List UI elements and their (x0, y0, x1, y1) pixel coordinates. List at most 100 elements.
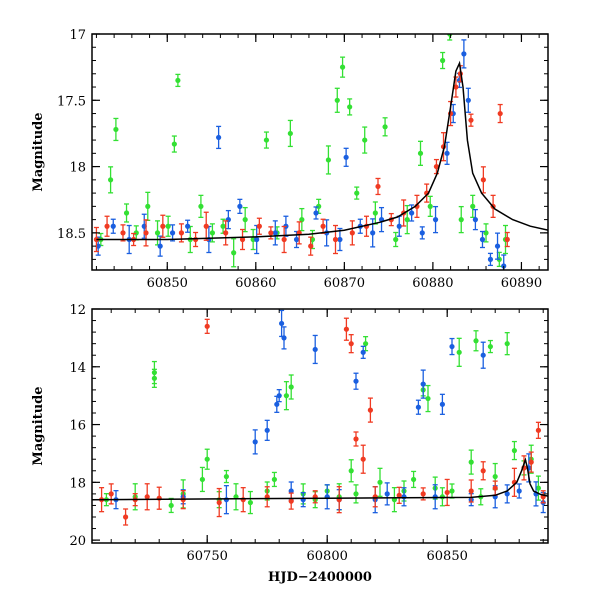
data-point (256, 223, 262, 229)
y-axis-title: Magnitude (31, 112, 46, 191)
data-point (354, 190, 360, 196)
data-point (316, 203, 322, 209)
data-point (470, 203, 476, 209)
x-tick-label: 60850 (147, 276, 188, 291)
data-point (377, 479, 383, 485)
data-point (254, 236, 260, 243)
data-point (185, 223, 191, 229)
data-point (288, 384, 294, 390)
data-point (216, 499, 222, 506)
data-point (360, 349, 366, 355)
y-axis-title: Magnitude (31, 386, 46, 465)
model-curve (92, 457, 548, 501)
data-point (480, 352, 486, 358)
data-point (154, 230, 161, 236)
data-point (343, 326, 349, 332)
data-point (417, 150, 424, 156)
data-point (178, 230, 185, 236)
data-point (240, 497, 246, 503)
data-point (237, 203, 243, 209)
data-point (192, 236, 199, 243)
data-point (223, 497, 229, 503)
data-point (444, 150, 450, 156)
y-tick-label: 17 (69, 28, 86, 43)
y-tick-label: 17.5 (57, 94, 86, 109)
data-point (334, 97, 340, 103)
data-point (432, 217, 439, 223)
data-point (209, 230, 216, 236)
data-point (239, 236, 246, 243)
top-panel: 60850 60860 60870 60880 60890 17 17.5 18 18.5 Mag… (31, 28, 549, 291)
data-point (168, 502, 174, 509)
data-point (449, 343, 455, 350)
data-point (299, 217, 305, 223)
data-point (473, 338, 479, 344)
data-point (133, 230, 139, 236)
data-point (281, 335, 287, 341)
data-point (439, 494, 445, 500)
data-point (468, 459, 474, 465)
data-point (268, 230, 274, 236)
data-point (511, 447, 517, 454)
data-point (444, 489, 450, 496)
data-point (456, 349, 462, 355)
data-point (113, 126, 119, 133)
series-green (103, 330, 542, 515)
data-point (487, 256, 494, 262)
y-tick-label: 20 (69, 534, 86, 549)
data-point (293, 236, 300, 243)
plot-area (92, 309, 548, 526)
x-tick-label: 60800 (307, 549, 348, 564)
data-point (360, 456, 366, 462)
data-point (465, 97, 471, 103)
data-point (145, 203, 151, 209)
data-point (276, 393, 282, 399)
data-point (401, 494, 407, 500)
data-point (231, 250, 237, 256)
data-point (440, 57, 446, 64)
data-point (175, 77, 181, 84)
data-point (343, 154, 349, 160)
data-point (432, 494, 438, 500)
data-point (313, 210, 319, 216)
bottom-panel: 60750 60800 60850 12 14 16 18 20 Magnitude HJD−24… (31, 303, 549, 585)
data-point (494, 243, 501, 249)
data-point (487, 343, 493, 350)
data-point (453, 84, 459, 90)
data-point (411, 476, 417, 483)
data-point (504, 236, 510, 243)
data-point (120, 230, 126, 236)
plot-frame (91, 33, 549, 271)
data-point (247, 499, 253, 506)
y-tick-label: 18 (69, 161, 86, 176)
data-point (404, 217, 410, 223)
y-tick-label: 16 (69, 419, 86, 434)
data-point (375, 183, 381, 190)
data-point (439, 401, 445, 407)
data-point (349, 230, 355, 236)
data-point (242, 217, 248, 223)
data-point (339, 64, 346, 70)
data-point (104, 223, 110, 229)
data-point (384, 491, 390, 497)
data-point (504, 341, 510, 347)
data-point (420, 491, 426, 497)
data-point (420, 381, 426, 387)
data-point (433, 163, 440, 170)
data-point (363, 341, 369, 347)
data-point (288, 498, 294, 504)
data-point (353, 378, 359, 384)
y-tick-label: 12 (69, 303, 86, 318)
data-point (348, 468, 354, 474)
data-point (123, 210, 130, 216)
data-point (169, 230, 176, 236)
data-point (171, 141, 177, 147)
data-point (461, 51, 467, 57)
y-tick-label: 18 (69, 476, 86, 491)
data-point (458, 217, 464, 223)
data-point (468, 488, 474, 494)
data-point (263, 137, 270, 143)
data-point (123, 514, 129, 520)
data-point (271, 476, 277, 483)
data-point (409, 210, 415, 216)
